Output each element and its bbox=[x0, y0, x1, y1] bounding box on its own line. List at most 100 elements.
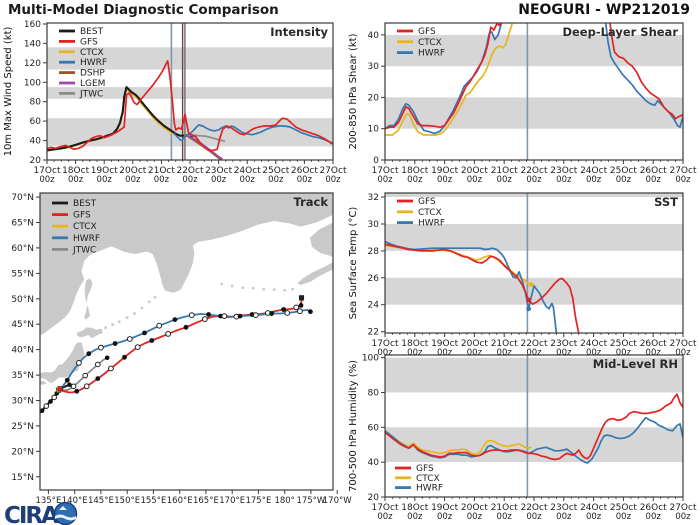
shear-panel: 01020304017Oct00z18Oct00z19Oct00z20Oct00… bbox=[348, 22, 697, 185]
series-best bbox=[47, 86, 197, 152]
shaded-band bbox=[385, 97, 683, 129]
x-tick-sublabel: 00z bbox=[125, 175, 141, 185]
series-group bbox=[385, 393, 683, 464]
markers-gfs-12h bbox=[83, 304, 300, 390]
series-dshp bbox=[184, 133, 223, 160]
legend-label-ctcx: CTCX bbox=[73, 222, 97, 232]
intensity-panel-label: Intensity bbox=[270, 25, 328, 39]
x-tick-label: 24Oct bbox=[580, 503, 607, 513]
x-tick-label: 18Oct bbox=[401, 503, 428, 513]
shaded-band bbox=[385, 224, 683, 251]
legend-label-hwrf: HWRF bbox=[80, 58, 107, 68]
x-tick-label: 21Oct bbox=[491, 339, 518, 349]
y-tick-label: 80 bbox=[30, 98, 42, 108]
island bbox=[241, 286, 245, 289]
x-tick-label: 175°W bbox=[296, 496, 325, 506]
island bbox=[125, 316, 129, 319]
y-tick-label: 120 bbox=[24, 59, 41, 69]
y-tick-label: 70°N bbox=[11, 193, 34, 203]
series-gfs bbox=[47, 60, 333, 152]
x-tick-sublabel: 00z bbox=[497, 175, 513, 185]
island bbox=[272, 288, 276, 291]
x-tick-sublabel: 00z bbox=[182, 175, 198, 185]
hwrf-24h-marker bbox=[86, 351, 92, 357]
gfs-24h-marker bbox=[74, 388, 80, 394]
y-tick-label: 60°N bbox=[11, 244, 34, 254]
y-tick-label: 25°N bbox=[11, 422, 34, 432]
legend-label-gfs: GFS bbox=[418, 27, 436, 37]
x-tick-sublabel: 00z bbox=[586, 512, 602, 522]
x-tick-label: 23Oct bbox=[550, 166, 577, 176]
rh-y-axis-label: 700-500 hPa Humidity (%) bbox=[348, 360, 359, 492]
hwrf-12h-marker bbox=[297, 308, 303, 315]
x-tick-label: 18Oct bbox=[401, 166, 428, 176]
x-tick-label: 18Oct bbox=[62, 166, 89, 176]
gfs-12h-marker bbox=[83, 383, 90, 390]
hwrf-24h-marker bbox=[237, 313, 243, 319]
markers-hwrf-24h bbox=[64, 309, 313, 383]
series-gfs bbox=[385, 23, 502, 130]
shaded-band bbox=[47, 47, 333, 70]
series-hwrf bbox=[385, 240, 558, 333]
sst-panel-label: SST bbox=[654, 195, 678, 209]
x-tick-label: 22Oct bbox=[520, 166, 547, 176]
markers-best-24h bbox=[40, 382, 72, 413]
x-tick-sublabel: 00z bbox=[39, 175, 55, 185]
series-group bbox=[47, 60, 333, 160]
x-tick-label: 21Oct bbox=[491, 503, 518, 513]
x-tick-label: 27Oct bbox=[319, 166, 346, 176]
legend-label-hwrf: HWRF bbox=[416, 484, 443, 494]
x-tick-sublabel: 00z bbox=[377, 512, 393, 522]
x-tick-label: 170°W bbox=[323, 496, 352, 506]
legend-label-hwrf: HWRF bbox=[418, 49, 445, 59]
x-tick-sublabel: 00z bbox=[556, 512, 572, 522]
x-tick-label: 22Oct bbox=[520, 339, 547, 349]
hwrf-24h-marker bbox=[269, 311, 274, 316]
shear-y-axis-label: 200-850 hPa Shear (kt) bbox=[348, 33, 359, 149]
shaded-band bbox=[47, 87, 333, 99]
x-tick-sublabel: 00z bbox=[586, 348, 602, 358]
shaded-band bbox=[47, 118, 333, 147]
x-tick-label: 180° bbox=[274, 496, 294, 506]
x-tick-label: 150°E bbox=[114, 496, 140, 506]
y-tick-label: 28 bbox=[368, 247, 380, 257]
track-panel-label: Track bbox=[294, 195, 329, 209]
x-tick-label: 20Oct bbox=[461, 166, 488, 176]
y-tick-label: 15°N bbox=[11, 473, 34, 483]
shaded-band bbox=[385, 277, 683, 305]
island bbox=[147, 300, 151, 304]
x-tick-label: 165°E bbox=[193, 496, 219, 506]
hwrf-12h-marker bbox=[188, 312, 195, 319]
y-tick-label: 65°N bbox=[11, 219, 34, 229]
legend-label-best: BEST bbox=[73, 199, 97, 209]
markers-gfs-point bbox=[526, 297, 531, 303]
x-tick-label: 22Oct bbox=[520, 503, 547, 513]
x-tick-sublabel: 00z bbox=[646, 175, 662, 185]
x-tick-sublabel: 00z bbox=[437, 348, 453, 358]
x-tick-label: 170°E bbox=[219, 496, 245, 506]
hwrf-12h-marker bbox=[156, 322, 163, 329]
jtwc-12h-marker bbox=[82, 372, 88, 379]
ctcx-point-marker bbox=[528, 282, 534, 287]
y-tick-label: 30 bbox=[368, 62, 380, 72]
island bbox=[283, 288, 287, 292]
y-tick-label: 20 bbox=[30, 156, 42, 166]
hwrf-12h-marker bbox=[284, 310, 291, 316]
x-tick-sublabel: 00z bbox=[586, 175, 602, 185]
gfs-24h-marker bbox=[122, 354, 127, 360]
x-tick-sublabel: 00z bbox=[526, 175, 542, 185]
y-tick-label: 32 bbox=[368, 193, 379, 203]
x-tick-label: 26Oct bbox=[291, 166, 318, 176]
x-tick-sublabel: 00z bbox=[437, 512, 453, 522]
legend-label-jtwc: JTWC bbox=[72, 245, 96, 255]
legend-label-jtwc: JTWC bbox=[79, 89, 103, 99]
shaded-band bbox=[385, 34, 683, 67]
x-tick-sublabel: 00z bbox=[646, 512, 662, 522]
x-tick-label: 27Oct bbox=[669, 503, 696, 513]
jtwc-24h-marker bbox=[104, 355, 110, 361]
x-tick-label: 27Oct bbox=[669, 166, 696, 176]
hwrf-24h-marker bbox=[172, 317, 178, 322]
x-tick-label: 17Oct bbox=[33, 166, 60, 176]
